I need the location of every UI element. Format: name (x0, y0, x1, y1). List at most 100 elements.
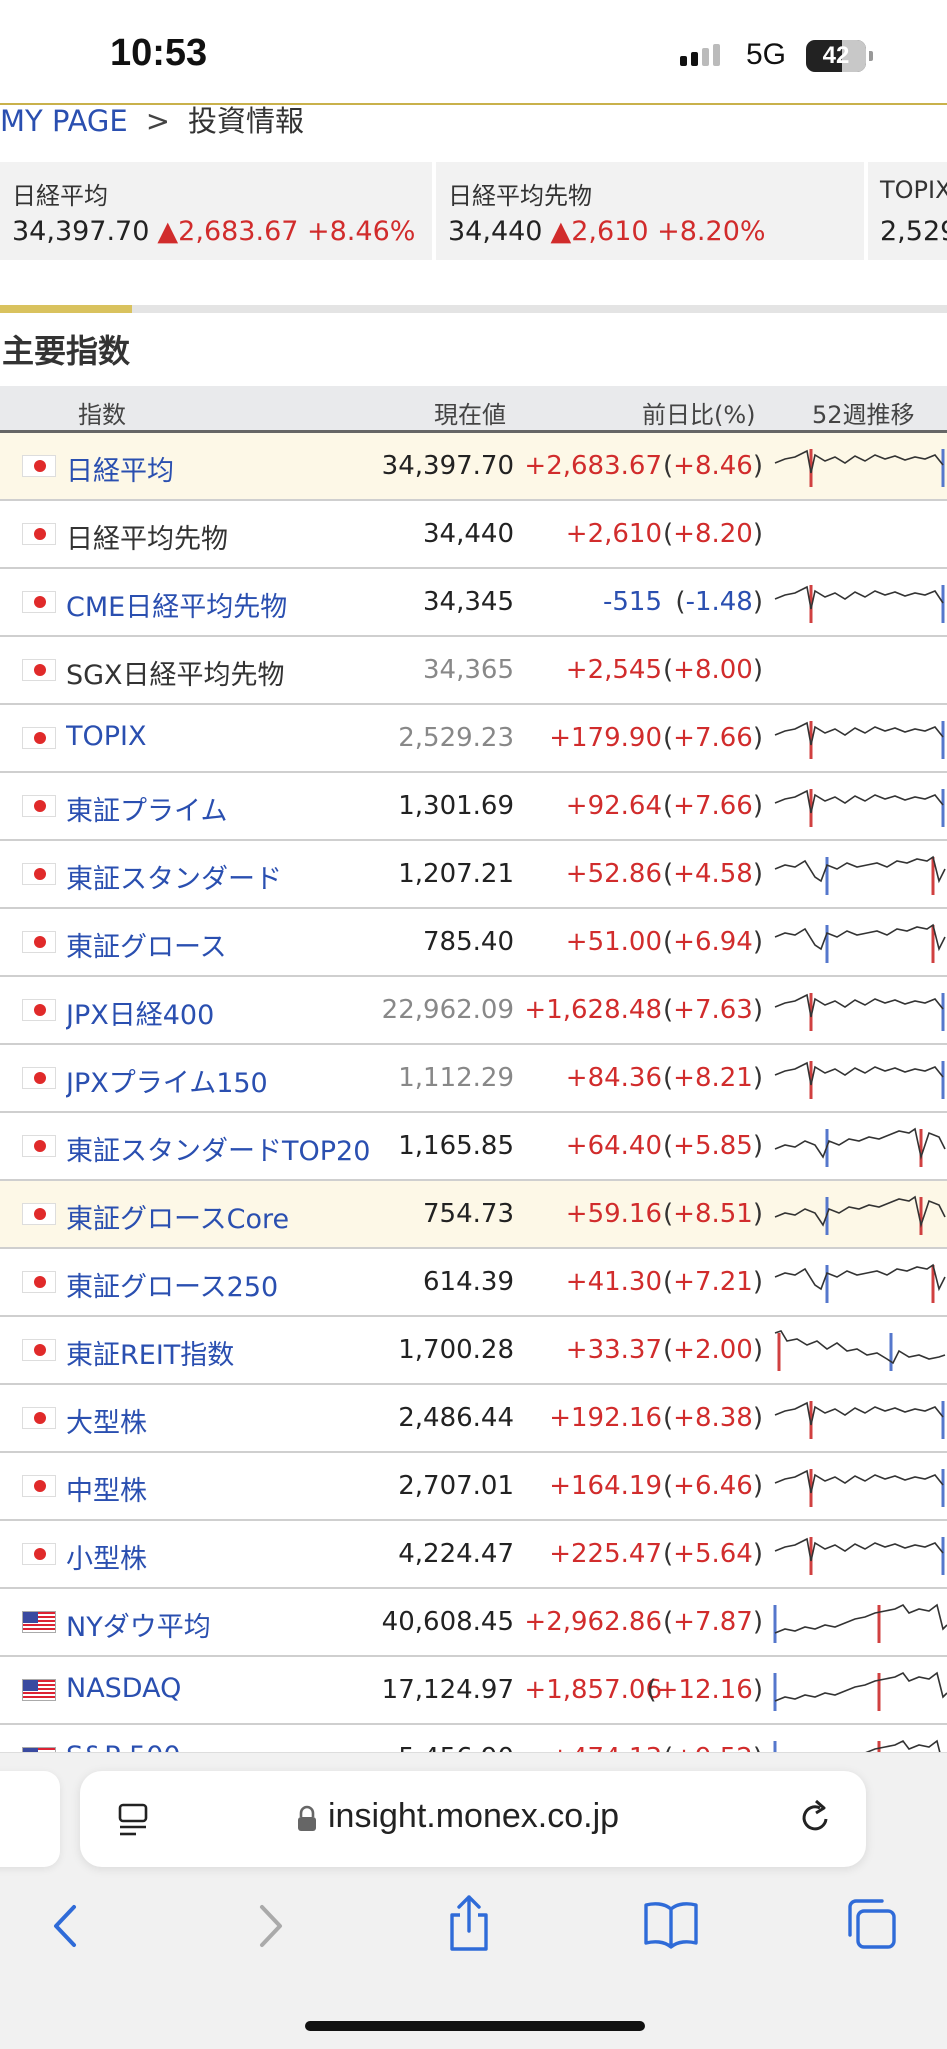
paren-open: ( (663, 995, 674, 1025)
index-name-link[interactable]: NYダウ平均 (66, 1612, 211, 1643)
ticker-strip[interactable]: 日経平均 34,397.70 ▲2,683.67 +8.46% 日経平均先物 34… (0, 162, 947, 260)
index-name-link[interactable]: 東証グロース250 (66, 1272, 279, 1303)
ticker-card-nikkei[interactable]: 日経平均 34,397.70 ▲2,683.67 +8.46% (0, 162, 432, 260)
table-row[interactable]: 東証グロースCore 754.73 +59.16 (+8.51) (0, 1181, 947, 1249)
paren-open: ( (663, 1131, 674, 1161)
sparkline-52week (774, 1537, 945, 1575)
table-row[interactable]: 東証スタンダード 1,207.21 +52.86 (+4.58) (0, 841, 947, 909)
forward-icon[interactable] (250, 1901, 290, 1951)
percent-value: +6.94 (673, 927, 753, 957)
change-percent: (+9.52) (663, 1743, 763, 1753)
index-name-link[interactable]: 小型株 (66, 1544, 147, 1575)
current-price: 1,207.21 (398, 859, 514, 889)
percent-value: +7.21 (673, 1267, 753, 1297)
table-row[interactable]: SGX日経平均先物 34,365 +2,545 (+8.00) (0, 637, 947, 705)
index-name-link[interactable]: 大型株 (66, 1408, 147, 1439)
reader-icon[interactable] (116, 1801, 152, 1837)
table-row[interactable]: 小型株 4,224.47 +225.47 (+5.64) (0, 1521, 947, 1589)
index-name-link[interactable]: 東証REIT指数 (66, 1340, 235, 1371)
address-bar[interactable]: insight.monex.co.jp (80, 1771, 866, 1867)
header-change: 前日比(%) (642, 401, 756, 429)
index-name-link[interactable]: 東証グロースCore (66, 1204, 290, 1235)
sparkline-52week (774, 1401, 945, 1439)
percent-value: +7.87 (673, 1607, 753, 1637)
change-percent: (+7.66) (663, 791, 763, 821)
change-percent: (+8.00) (663, 655, 763, 685)
table-row[interactable]: NASDAQ 17,124.97 +1,857.06 (+12.16) (0, 1657, 947, 1725)
paren-open: ( (663, 723, 674, 753)
change-value: +2,610 (565, 519, 662, 549)
ticker-name: 日経平均先物 (448, 182, 592, 210)
table-row[interactable]: NYダウ平均 40,608.45 +2,962.86 (+7.87) (0, 1589, 947, 1657)
index-name-link[interactable]: 東証スタンダード (66, 864, 282, 895)
paren-open: ( (663, 927, 674, 957)
table-row[interactable]: 日経平均 34,397.70 +2,683.67 (+8.46) (0, 433, 947, 501)
table-row[interactable]: 大型株 2,486.44 +192.16 (+8.38) (0, 1385, 947, 1453)
table-row[interactable]: JPX日経400 22,962.09 +1,628.48 (+7.63) (0, 977, 947, 1045)
table-row[interactable]: S&P 500 5,456.90 +474.13(+9.52) (0, 1725, 947, 1753)
bookmarks-icon[interactable] (642, 1899, 700, 1949)
tab-indicator (0, 305, 947, 313)
sparkline-52week (774, 1469, 945, 1507)
sparkline-52week (774, 585, 945, 623)
sparkline-52week (774, 1330, 946, 1371)
ticker-name: TOPIX (880, 176, 947, 204)
index-name-link[interactable]: 東証プライム (66, 796, 228, 827)
ticker-card-topix[interactable]: TOPIX 2,529 (868, 162, 947, 260)
change-percent: (+7.21) (663, 1267, 763, 1297)
sparkline-52week (774, 449, 945, 487)
table-row[interactable]: 東証REIT指数 1,700.28 +33.37 (+2.00) (0, 1317, 947, 1385)
share-icon[interactable] (444, 1893, 494, 1953)
breadcrumb-separator: > (145, 104, 171, 138)
paren-open: ( (663, 519, 674, 549)
table-row[interactable]: 東証スタンダードTOP20 1,165.85 +64.40 (+5.85) (0, 1113, 947, 1181)
index-name-link[interactable]: TOPIX (66, 721, 147, 752)
table-row[interactable]: JPXプライム150 1,112.29 +84.36 (+8.21) (0, 1045, 947, 1113)
ticker-card-nikkei-futures[interactable]: 日経平均先物 34,440 ▲2,610 +8.20% (436, 162, 864, 260)
index-name-link[interactable]: JPX日経400 (66, 1000, 215, 1031)
table-row[interactable]: 東証グロース 785.40 +51.00 (+6.94) (0, 909, 947, 977)
index-name-link[interactable]: 東証スタンダードTOP20 (66, 1136, 371, 1167)
index-name-link[interactable]: CME日経平均先物 (66, 592, 288, 623)
url-text[interactable]: insight.monex.co.jp (328, 1797, 620, 1835)
index-name-link[interactable]: JPXプライム150 (66, 1068, 268, 1099)
japan-flag-icon (22, 1543, 56, 1565)
index-name-link[interactable]: NASDAQ (66, 1673, 182, 1704)
sparkline-52week (773, 1671, 947, 1711)
ticker-value: 34,397.70 (12, 216, 150, 247)
lock-icon (298, 1805, 316, 1831)
sparkline-52week (774, 993, 945, 1031)
table-row[interactable]: TOPIX 2,529.23 +179.90 (+7.66) (0, 705, 947, 773)
change-value: -515 (602, 587, 662, 617)
japan-flag-icon (22, 795, 56, 817)
japan-flag-icon (22, 727, 56, 749)
index-name-link[interactable]: 中型株 (66, 1476, 147, 1507)
change-percent: (+8.46) (663, 451, 763, 481)
table-row[interactable]: 東証グロース250 614.39 +41.30 (+7.21) (0, 1249, 947, 1317)
paren-open: ( (663, 451, 674, 481)
header-index: 指数 (78, 401, 126, 429)
paren-open: ( (675, 587, 686, 617)
index-name-link[interactable]: S&P 500 (66, 1741, 382, 1753)
table-row[interactable]: CME日経平均先物 34,345 -515 (-1.48) (0, 569, 947, 637)
header-price: 現在値 (434, 401, 506, 429)
back-icon[interactable] (46, 1901, 86, 1951)
table-row[interactable]: 東証プライム 1,301.69 +92.64 (+7.66) (0, 773, 947, 841)
table-row[interactable]: 日経平均先物 34,440 +2,610 (+8.20) (0, 501, 947, 569)
change-value: +1,857.06 (524, 1675, 662, 1705)
reload-icon[interactable] (796, 1797, 836, 1837)
index-name-link[interactable]: 東証グロース (66, 932, 227, 963)
previous-tab-card[interactable] (0, 1771, 60, 1867)
breadcrumb-current: 投資情報 (188, 104, 305, 138)
paren-open: ( (663, 1607, 674, 1637)
index-name-link[interactable]: 日経平均 (66, 456, 174, 487)
tabs-icon[interactable] (844, 1897, 898, 1951)
breadcrumb-mypage-link[interactable]: MY PAGE (0, 104, 128, 138)
current-price: 34,345 (423, 587, 514, 617)
signal-icon (680, 44, 724, 66)
sparkline-52week (773, 1603, 947, 1643)
header-trend: 52週推移 (812, 401, 915, 429)
current-price: 4,224.47 (398, 1539, 514, 1569)
paren-open: ( (663, 1063, 674, 1093)
table-row[interactable]: 中型株 2,707.01 +164.19 (+6.46) (0, 1453, 947, 1521)
